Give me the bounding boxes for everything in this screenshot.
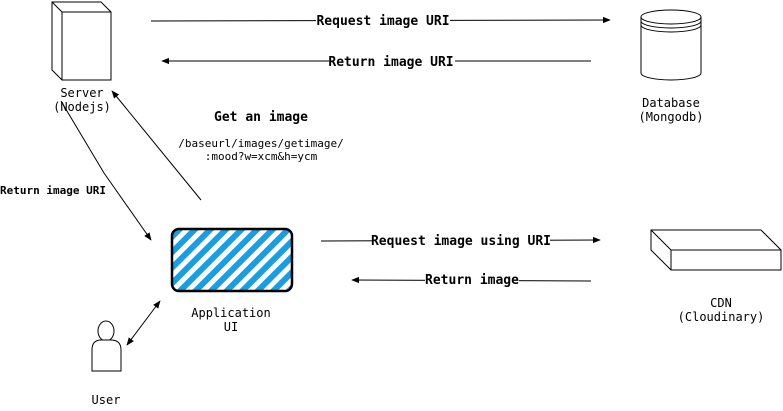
database-sublabel: (Mongodb) [638, 110, 703, 124]
edge-return-image-label: Return image [425, 273, 519, 288]
edge-get-image-title: Get an image [214, 110, 308, 125]
database-node: Database (Mongodb) [638, 9, 704, 124]
edge-get-image-path-1: /baseurl/images/getimage/ [178, 137, 344, 150]
app-label: Application [191, 306, 270, 320]
edge-request-image-uri-label: Request image URI [316, 14, 449, 29]
app-sublabel: UI [224, 320, 238, 334]
edge-return-image-uri-db-label: Return image URI [328, 55, 453, 70]
user-label: User [92, 393, 121, 407]
edge-return-image: Return image [351, 272, 592, 288]
edge-get-image: Get an image /baseurl/images/getimage/ :… [111, 90, 344, 201]
server-sublabel: (Nodejs) [53, 100, 111, 114]
cdn-node: CDN (Cloudinary) [650, 229, 782, 324]
edge-return-image-uri-db: Return image URI [161, 54, 591, 70]
edge-request-image-cdn-label: Request image using URI [371, 234, 551, 249]
edge-request-image-cdn: Request image using URI [320, 233, 601, 249]
server-label: Server [60, 86, 103, 100]
cdn-label: CDN [710, 296, 732, 310]
application-ui-node: Application UI [170, 227, 294, 334]
user-node: User [91, 320, 122, 407]
edge-return-image-uri-app: Return image URI [0, 100, 152, 241]
edge-request-image-uri: Request image URI [150, 13, 611, 29]
cdn-sublabel: (Cloudinary) [678, 310, 765, 324]
edge-get-image-path-2: :mood?w=xcm&h=ycm [205, 150, 318, 163]
database-label: Database [642, 96, 700, 110]
edge-return-image-uri-app-label: Return image URI [0, 184, 106, 197]
server-node: Server (Nodejs) [51, 1, 112, 114]
edge-user-app [126, 300, 161, 346]
